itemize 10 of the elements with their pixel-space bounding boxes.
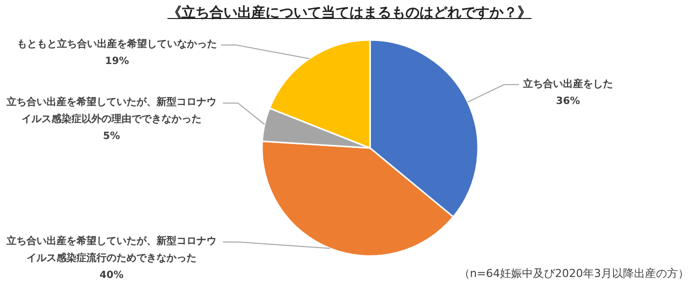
text: （n=64妊娠中及び2020年3月以降出産の方） <box>458 266 689 281</box>
data-label: 19% <box>105 56 129 67</box>
slice-label: 立ち合い出産を希望していたが、新型コロナウイルス感染症以外の理由でできなかった <box>6 97 216 126</box>
slice-label: もともと立ち合い出産を希望していなかった <box>17 39 217 50</box>
slice-label: 立ち合い出産をした <box>523 78 613 90</box>
data-label: 36% <box>556 96 580 107</box>
slice-label: 立ち合い出産を希望していたが、新型コロナウイルス感染症流行のためできなかった <box>6 236 216 264</box>
data-label: 5% <box>103 131 120 142</box>
data-label: 40% <box>100 270 124 281</box>
chart-title: 《立ち合い出産について当てはまるものはどれですか？》 <box>166 4 532 22</box>
